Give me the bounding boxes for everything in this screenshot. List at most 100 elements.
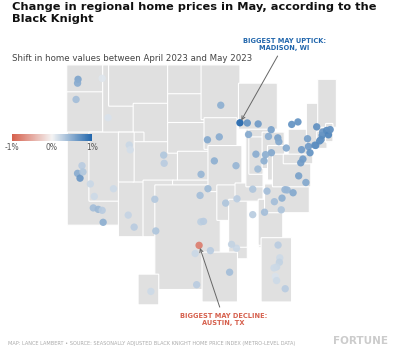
FancyBboxPatch shape bbox=[272, 154, 311, 187]
Point bbox=[282, 286, 288, 291]
Point bbox=[200, 218, 207, 224]
Point bbox=[79, 163, 85, 169]
Point bbox=[296, 173, 302, 179]
Point bbox=[303, 180, 309, 185]
Point bbox=[160, 152, 167, 158]
Point bbox=[307, 150, 313, 156]
Point bbox=[261, 209, 268, 215]
Point bbox=[218, 103, 224, 108]
Point bbox=[298, 147, 305, 153]
Point bbox=[327, 127, 333, 132]
Point bbox=[255, 121, 261, 127]
FancyBboxPatch shape bbox=[133, 142, 178, 182]
Point bbox=[228, 242, 235, 247]
FancyBboxPatch shape bbox=[264, 184, 309, 213]
Point bbox=[264, 188, 270, 194]
Point bbox=[290, 190, 296, 195]
Point bbox=[75, 76, 81, 82]
Point bbox=[125, 212, 132, 218]
Point bbox=[268, 127, 274, 133]
Point bbox=[272, 274, 278, 279]
Point bbox=[250, 212, 256, 217]
FancyBboxPatch shape bbox=[261, 238, 292, 302]
Text: BIGGEST MAY UPTICK:
MADISON, WI: BIGGEST MAY UPTICK: MADISON, WI bbox=[242, 38, 326, 119]
FancyBboxPatch shape bbox=[118, 132, 134, 182]
Point bbox=[312, 143, 319, 148]
Point bbox=[273, 264, 280, 270]
Point bbox=[131, 224, 137, 230]
Point bbox=[226, 269, 233, 275]
Point bbox=[234, 196, 240, 202]
Point bbox=[276, 255, 283, 261]
FancyBboxPatch shape bbox=[326, 132, 330, 143]
Point bbox=[300, 156, 306, 162]
Point bbox=[283, 145, 290, 151]
Point bbox=[233, 245, 240, 251]
FancyBboxPatch shape bbox=[155, 185, 220, 290]
FancyBboxPatch shape bbox=[178, 151, 215, 182]
Point bbox=[304, 136, 311, 141]
Point bbox=[198, 219, 204, 225]
FancyBboxPatch shape bbox=[326, 124, 333, 142]
Point bbox=[237, 120, 243, 126]
Point bbox=[105, 115, 111, 120]
Point bbox=[152, 196, 158, 202]
FancyBboxPatch shape bbox=[317, 131, 327, 142]
Point bbox=[99, 75, 105, 81]
Point bbox=[222, 200, 229, 206]
FancyBboxPatch shape bbox=[204, 118, 237, 149]
Point bbox=[204, 137, 211, 143]
Point bbox=[320, 129, 326, 135]
Point bbox=[262, 152, 269, 157]
Point bbox=[282, 187, 288, 192]
Point bbox=[161, 161, 167, 166]
Point bbox=[312, 142, 318, 148]
Point bbox=[233, 163, 239, 169]
Text: BIGGEST MAY DECLINE:
AUSTIN, TX: BIGGEST MAY DECLINE: AUSTIN, TX bbox=[180, 249, 267, 326]
FancyBboxPatch shape bbox=[67, 92, 107, 134]
Point bbox=[298, 160, 304, 166]
Point bbox=[271, 265, 277, 271]
FancyBboxPatch shape bbox=[306, 103, 327, 148]
Point bbox=[316, 138, 323, 144]
Point bbox=[261, 158, 267, 164]
Point bbox=[245, 132, 252, 137]
Text: MAP: LANCE LAMBERT • SOURCE: SEASONALLY ADJUSTED BLACK KNIGHT HOME PRICE INDEX (: MAP: LANCE LAMBERT • SOURCE: SEASONALLY … bbox=[8, 341, 295, 346]
Point bbox=[278, 207, 284, 213]
FancyBboxPatch shape bbox=[133, 103, 168, 144]
FancyBboxPatch shape bbox=[217, 185, 239, 221]
Point bbox=[74, 80, 81, 86]
Point bbox=[152, 228, 159, 234]
FancyBboxPatch shape bbox=[262, 132, 284, 169]
FancyBboxPatch shape bbox=[168, 65, 206, 125]
FancyBboxPatch shape bbox=[108, 65, 168, 106]
Point bbox=[148, 289, 154, 294]
Point bbox=[197, 193, 203, 198]
Point bbox=[207, 248, 214, 253]
Point bbox=[126, 142, 132, 148]
Point bbox=[255, 166, 261, 172]
FancyBboxPatch shape bbox=[143, 180, 174, 237]
FancyBboxPatch shape bbox=[138, 274, 159, 305]
FancyBboxPatch shape bbox=[168, 122, 211, 153]
FancyBboxPatch shape bbox=[249, 134, 263, 174]
FancyBboxPatch shape bbox=[238, 83, 277, 129]
Point bbox=[205, 186, 211, 192]
Point bbox=[90, 205, 96, 211]
Point bbox=[95, 207, 102, 212]
FancyBboxPatch shape bbox=[208, 146, 242, 192]
Point bbox=[276, 259, 282, 265]
Point bbox=[211, 158, 218, 164]
FancyBboxPatch shape bbox=[235, 183, 263, 201]
Point bbox=[91, 194, 98, 199]
Point bbox=[198, 171, 204, 177]
Point bbox=[318, 137, 324, 142]
Point bbox=[325, 132, 332, 138]
Point bbox=[271, 199, 278, 205]
Point bbox=[295, 119, 301, 125]
Point bbox=[80, 169, 86, 175]
Point bbox=[268, 150, 275, 156]
Point bbox=[305, 144, 312, 149]
Text: Change in regional home prices in May, according to the
Black Knight: Change in regional home prices in May, a… bbox=[12, 2, 376, 24]
Point bbox=[314, 124, 320, 129]
